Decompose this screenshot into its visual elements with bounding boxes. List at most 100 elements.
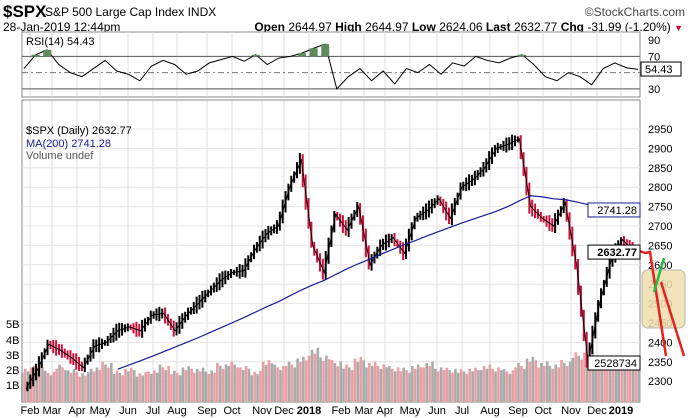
volume-bar — [333, 363, 337, 402]
volume-bar — [204, 371, 208, 402]
volume-bar — [494, 371, 497, 402]
volume-bar — [574, 352, 578, 402]
name-text: S&P 500 Large Cap Index — [45, 5, 185, 19]
volume-bar — [319, 357, 322, 402]
volume-bar — [600, 363, 603, 402]
rsi-line — [23, 43, 639, 90]
volume-bar — [405, 370, 408, 402]
volume-bar — [608, 367, 612, 402]
volume-bar — [299, 361, 302, 402]
volume-bar — [207, 373, 211, 402]
volume-bar — [89, 368, 93, 402]
volume-bar — [261, 361, 265, 402]
trend-line-red — [636, 248, 668, 357]
volume-bar — [213, 372, 216, 402]
volume-bar — [273, 364, 276, 402]
volume-bar — [58, 364, 61, 402]
volume-bar — [236, 367, 239, 402]
volume-bar — [614, 365, 618, 402]
volume-bar — [431, 361, 434, 402]
chg-label: Chg — [560, 20, 585, 34]
volume-bar — [327, 359, 331, 402]
price-tick-label: 2400 — [648, 337, 672, 349]
volume-bar — [184, 370, 188, 402]
volume-tick-label: 1B — [6, 380, 19, 392]
volume-bar — [198, 371, 202, 402]
ma-last-label-box — [587, 202, 641, 218]
volume-bar — [356, 361, 360, 402]
x-tick-label: May — [400, 405, 421, 417]
volume-bar — [141, 375, 145, 402]
volume-bar — [629, 368, 632, 402]
price-tick-label: 2950 — [648, 124, 672, 136]
volume-bar — [84, 375, 87, 402]
price-tick-label: 2900 — [648, 143, 672, 155]
volume-bar — [390, 368, 394, 402]
volume-bar — [23, 368, 27, 402]
volume-bar — [385, 367, 388, 402]
volume-bar — [554, 364, 558, 402]
volume-bar — [325, 355, 328, 402]
volume-bar — [396, 367, 400, 402]
ma-last-label: 2741.28 — [597, 205, 637, 217]
volume-bar — [147, 371, 150, 402]
x-tick-label: Aug — [480, 405, 500, 417]
highlight-box — [641, 269, 686, 329]
volume-bar — [623, 368, 626, 402]
volume-bar — [416, 364, 420, 402]
volume-bar — [339, 361, 343, 402]
volume-bar — [465, 373, 469, 402]
ma-legend: MA(200) 2741.28 — [26, 138, 111, 150]
volume-bar — [78, 376, 81, 402]
volume-tick-label: 2B — [6, 365, 19, 377]
volume-bar — [620, 365, 624, 402]
volume-bar — [500, 370, 503, 402]
rsi-overbought-fill — [298, 53, 307, 57]
x-tick-label: 2019 — [609, 405, 633, 417]
volume-bar — [442, 370, 446, 402]
rsi-overbought-fill — [309, 48, 318, 57]
volume-bar — [244, 366, 248, 402]
volume-bar — [64, 370, 67, 402]
volume-bar — [195, 368, 199, 402]
volume-legend: Volume undef — [26, 150, 94, 162]
volume-bar — [49, 375, 53, 402]
x-tick-label: Jun — [119, 405, 137, 417]
volume-bar — [626, 364, 629, 402]
volume-bar — [379, 368, 383, 402]
volume-bar — [52, 371, 56, 402]
volume-bar — [161, 367, 165, 402]
volume-bar — [290, 364, 294, 402]
volume-bar — [104, 364, 107, 402]
volume-bar — [95, 367, 99, 402]
volume-bar — [408, 372, 411, 402]
volume-bar — [517, 363, 520, 402]
volume-bar — [227, 365, 231, 402]
volume-bar — [353, 358, 357, 402]
price-last-label: 2632.77 — [597, 247, 637, 259]
high-label: High — [335, 20, 362, 34]
volume-bar — [43, 370, 47, 402]
volume-bar — [631, 364, 635, 402]
volume-bar — [411, 365, 414, 402]
volume-bar — [617, 363, 621, 402]
volume-bar — [72, 369, 76, 402]
volume-bar — [634, 367, 638, 402]
volume-bar — [92, 371, 96, 402]
volume-bar — [173, 370, 176, 402]
volume-bar — [565, 366, 569, 402]
volume-bar — [130, 367, 133, 402]
volume-bar — [459, 369, 463, 402]
volume-bar — [511, 370, 515, 402]
x-tick-label: Jul — [455, 405, 469, 417]
volume-bar — [637, 370, 641, 402]
high-value: 2644.97 — [365, 20, 409, 34]
volume-bar — [456, 372, 460, 402]
price-tick-label: 2650 — [648, 240, 672, 252]
volume-bar — [586, 356, 589, 402]
volume-bar — [474, 367, 477, 402]
volume-bar — [588, 350, 592, 402]
rsi-tick-label: 30 — [648, 84, 660, 96]
price-legend: $SPX (Daily) 2632.77 — [26, 125, 132, 137]
